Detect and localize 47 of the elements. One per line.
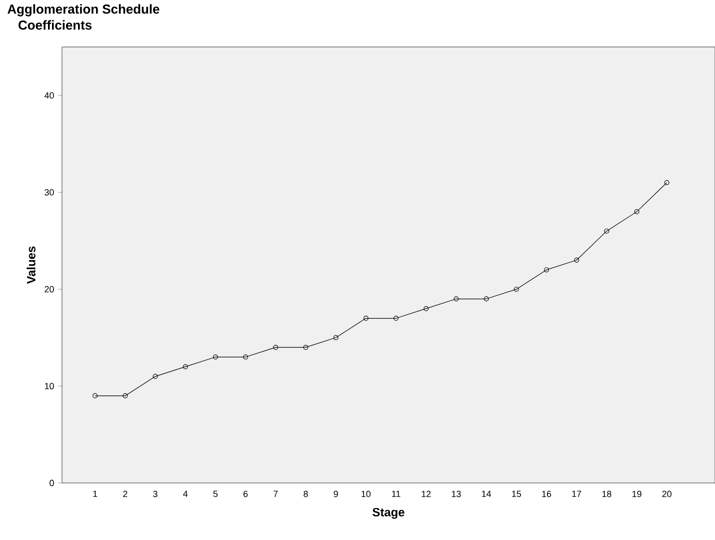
- point: [454, 296, 459, 302]
- point: [514, 286, 519, 292]
- x-tick-label: 16: [542, 490, 552, 498]
- x-axis-title: Stage: [372, 508, 404, 519]
- point: [122, 393, 128, 398]
- x-tick-label: 17: [572, 490, 582, 497]
- x-tick-label: 12: [422, 490, 431, 498]
- x-tick-label: 6: [244, 490, 248, 498]
- x-tick-label: 18: [602, 490, 612, 498]
- x-tick-label: 19: [632, 490, 642, 498]
- point: [544, 267, 549, 272]
- x-tick-label: 10: [362, 490, 371, 498]
- point: [484, 296, 489, 302]
- y-tick-label: 0: [50, 480, 54, 486]
- point: [273, 344, 278, 350]
- y-tick-label: 20: [44, 286, 54, 292]
- x-tick-label: 15: [512, 490, 522, 498]
- x-tick-label: 3: [153, 490, 158, 498]
- x-tick-label: 14: [482, 490, 492, 497]
- point: [424, 306, 429, 312]
- x-tick-label: 4: [183, 490, 188, 497]
- point: [394, 316, 399, 321]
- y-tick-label: 40: [44, 92, 54, 99]
- x-tick-label: 5: [213, 490, 218, 498]
- point: [574, 258, 580, 263]
- x-tick-label: 13: [452, 490, 461, 498]
- point: [152, 374, 158, 379]
- x-tick-label: 11: [392, 490, 400, 497]
- point: [182, 364, 188, 370]
- x-tick-label: 2: [123, 490, 128, 498]
- point: [243, 354, 248, 360]
- chart-subtitle: Coefficients: [18, 20, 92, 30]
- x-tick-label: 9: [334, 490, 338, 498]
- point: [333, 335, 338, 340]
- x-tick-label: 8: [304, 490, 308, 498]
- point: [363, 316, 368, 321]
- y-axis-title: Values: [26, 246, 36, 284]
- x-tick-label: 1: [93, 490, 98, 497]
- y-tick-label: 30: [44, 189, 54, 196]
- point: [303, 344, 308, 350]
- y-tick-label: 10: [44, 382, 54, 390]
- x-tick-label: 7: [274, 490, 278, 497]
- x-tick-label: 20: [662, 490, 672, 498]
- point: [212, 354, 218, 360]
- point: [634, 209, 640, 214]
- point: [604, 228, 610, 234]
- chart-title: Agglomeration Schedule: [8, 4, 160, 16]
